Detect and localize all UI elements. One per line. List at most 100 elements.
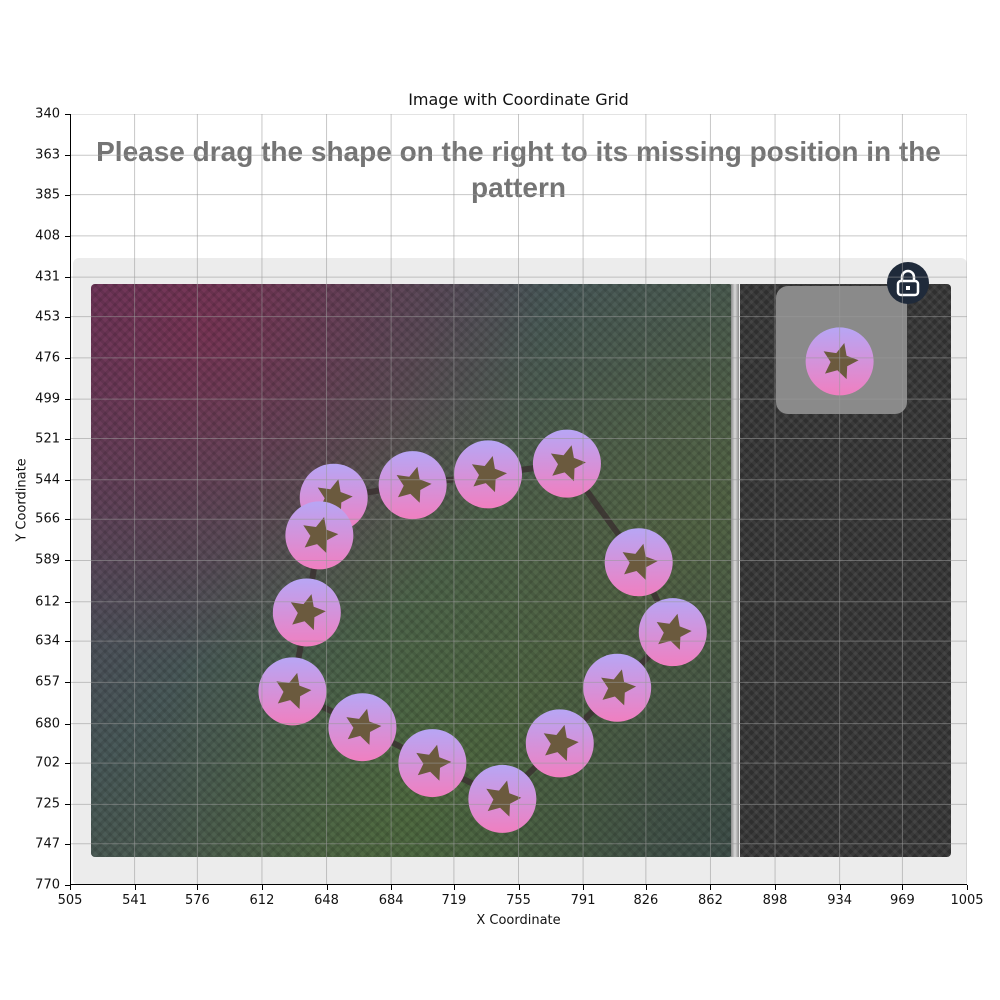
y-tick-mark <box>65 885 70 886</box>
x-tick-mark <box>710 885 712 890</box>
pattern-shape <box>604 528 673 597</box>
y-tick-mark <box>65 399 70 401</box>
y-tick-mark <box>65 357 70 359</box>
y-tick-mark <box>65 601 70 603</box>
star-icon <box>346 708 382 745</box>
y-tick-label: 702 <box>35 755 60 771</box>
star-icon <box>550 445 586 482</box>
plot-area: Please drag the shape on the right to it… <box>70 114 967 885</box>
y-tick-mark <box>65 277 70 279</box>
pattern-shape <box>285 501 354 570</box>
x-tick-label: 791 <box>570 893 596 908</box>
x-tick-label: 826 <box>633 893 659 908</box>
x-tick-mark <box>902 885 904 890</box>
x-tick-mark <box>197 885 199 890</box>
pattern-shape <box>272 578 341 647</box>
y-tick-label: 612 <box>35 594 60 610</box>
star-icon <box>396 466 432 503</box>
y-tick-mark <box>65 804 70 806</box>
y-tick-label: 363 <box>35 147 60 163</box>
x-tick-mark <box>967 885 968 890</box>
x-tick-mark <box>775 885 777 890</box>
star-icon <box>290 594 326 631</box>
y-tick-label: 453 <box>35 309 60 325</box>
y-tick-label: 476 <box>35 350 60 366</box>
x-tick-mark <box>70 885 71 890</box>
y-tick-mark <box>65 155 70 157</box>
star-icon <box>823 343 859 380</box>
x-tick-label: 934 <box>827 893 853 908</box>
plot-title: Image with Coordinate Grid <box>408 90 629 109</box>
x-tick-mark <box>518 885 520 890</box>
x-tick-label: 898 <box>762 893 788 908</box>
star-icon <box>303 517 339 553</box>
x-tick-mark <box>645 885 647 890</box>
pattern-shape-layer <box>258 327 874 833</box>
y-tick-label: 340 <box>35 106 60 122</box>
star-icon <box>471 456 507 493</box>
star-icon <box>622 543 658 580</box>
y-tick-label: 544 <box>35 472 60 488</box>
star-icon <box>543 724 579 761</box>
y-tick-label: 725 <box>35 796 60 812</box>
y-tick-mark <box>65 843 70 845</box>
y-tick-mark <box>65 479 70 481</box>
y-tick-label: 431 <box>35 269 60 285</box>
x-tick-label: 648 <box>314 893 339 908</box>
x-tick-mark <box>391 885 393 890</box>
star-icon <box>486 780 522 817</box>
y-tick-label: 408 <box>35 228 60 244</box>
y-tick-mark <box>65 235 70 237</box>
captcha-screenshot: Please drag the shape on the right to it… <box>70 114 967 885</box>
y-tick-label: 680 <box>35 716 60 732</box>
pattern-shape <box>638 598 707 667</box>
y-tick-mark <box>65 316 70 318</box>
y-tick-label: 657 <box>35 674 60 690</box>
y-tick-mark <box>65 641 70 643</box>
x-tick-label: 755 <box>506 893 531 908</box>
x-tick-label: 576 <box>184 893 210 908</box>
pattern-shape <box>525 709 594 778</box>
y-tick-label: 385 <box>35 187 60 203</box>
y-tick-label: 499 <box>35 391 60 407</box>
y-tick-mark <box>65 560 70 562</box>
y-tick-mark <box>65 114 70 115</box>
y-tick-mark <box>65 723 70 725</box>
x-tick-label: 612 <box>249 893 275 908</box>
y-tick-label: 566 <box>35 511 60 527</box>
lock-button[interactable] <box>887 262 929 304</box>
pattern-shape <box>398 729 467 798</box>
y-axis-label: Y Coordinate <box>14 458 30 542</box>
y-tick-mark <box>65 438 70 440</box>
x-tick-label: 862 <box>698 893 723 908</box>
star-icon <box>601 669 637 706</box>
y-tick-label: 589 <box>35 552 60 568</box>
x-tick-label: 684 <box>378 893 404 908</box>
pattern-shape <box>468 764 537 833</box>
x-tick-mark <box>326 885 328 890</box>
y-tick-mark <box>65 682 70 684</box>
x-tick-mark <box>839 885 841 890</box>
pattern-shape <box>328 693 397 762</box>
pattern-shape <box>583 653 652 722</box>
x-tick-label: 541 <box>122 893 147 908</box>
pattern-shape <box>378 451 447 520</box>
pattern-shape <box>532 429 601 498</box>
panel-divider <box>731 284 739 857</box>
y-tick-label: 770 <box>35 877 60 893</box>
y-tick-mark <box>65 763 70 765</box>
star-icon <box>276 672 312 709</box>
y-tick-label: 634 <box>35 633 60 649</box>
x-tick-mark <box>583 885 585 890</box>
y-tick-mark <box>65 194 70 196</box>
y-tick-label: 521 <box>35 431 60 447</box>
pattern-shape <box>258 657 327 726</box>
x-tick-mark <box>261 885 263 890</box>
y-tick-label: 747 <box>35 836 60 852</box>
x-tick-mark <box>134 885 136 890</box>
x-tick-label: 1005 <box>950 893 984 908</box>
x-axis-label: X Coordinate <box>476 913 561 928</box>
draggable-shape[interactable] <box>805 327 874 396</box>
pattern-shape <box>454 440 523 509</box>
x-tick-mark <box>453 885 455 890</box>
